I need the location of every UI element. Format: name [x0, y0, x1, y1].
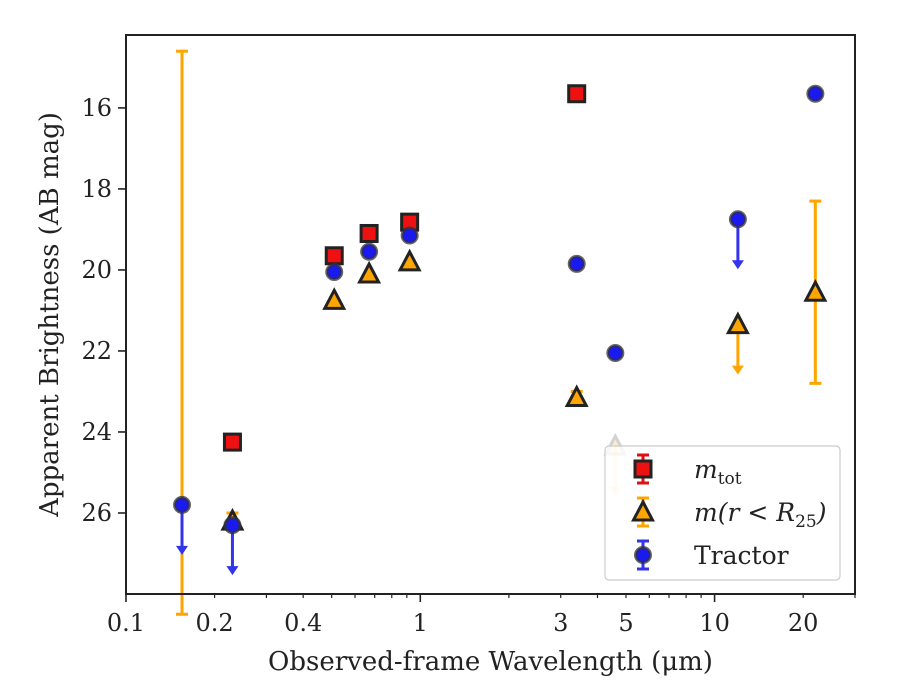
- x-tick-label: 0.2: [196, 609, 234, 637]
- upper-limit-arrowhead: [731, 260, 744, 270]
- data-point: [567, 84, 587, 104]
- x-axis-ticks: 0.1 0.2 0.4 1 3 5 10 20: [107, 594, 856, 637]
- legend-marker: [631, 498, 655, 522]
- data-point: [173, 495, 192, 514]
- data-point: [397, 248, 422, 272]
- legend-item: Tractor: [634, 539, 789, 571]
- legend-label-subscript: tot: [718, 469, 742, 489]
- legend-label-base: m(r < R: [694, 498, 795, 527]
- legend-box: [604, 445, 841, 581]
- series-square: [222, 84, 587, 452]
- data-point: [357, 260, 382, 284]
- data-point: [803, 279, 828, 302]
- y-tick-label: 24: [81, 418, 112, 446]
- y-tick-label: 18: [81, 175, 112, 203]
- upper-limit-arrowhead: [226, 566, 239, 576]
- data-point: [223, 516, 242, 535]
- x-tick-label: 20: [788, 609, 819, 637]
- y-axis-title: Apparent Brightness (AB mag): [35, 112, 65, 518]
- data-point: [324, 246, 344, 266]
- x-axis-title: Observed-frame Wavelength (μm): [268, 647, 713, 677]
- legend-label: m(r < R25): [694, 498, 826, 532]
- y-tick-label: 22: [81, 337, 112, 365]
- legend-item: m(r < R25): [631, 496, 826, 532]
- y-axis-ticks: 16 18 20 22 24 26: [81, 94, 126, 527]
- legend-label: Tractor: [694, 541, 789, 570]
- data-point: [322, 287, 347, 310]
- data-point: [222, 432, 242, 452]
- x-tick-label: 10: [699, 609, 730, 637]
- x-tick-label: 0.1: [107, 609, 145, 637]
- upper-limit-arrowhead: [731, 365, 744, 375]
- y-tick-label: 26: [81, 499, 112, 527]
- legend-label-subscript: 25: [795, 512, 817, 532]
- legend-label: mtot: [694, 455, 742, 489]
- legend: mtot m(r < R25) Tractor: [604, 445, 841, 581]
- y-tick-label: 16: [81, 94, 112, 122]
- data-point: [359, 223, 379, 243]
- data-point: [325, 262, 344, 281]
- upper-limit-arrowhead: [176, 545, 189, 555]
- data-point: [360, 242, 379, 261]
- data-point: [564, 384, 589, 408]
- data-point: [806, 84, 825, 103]
- data-point: [400, 226, 419, 245]
- x-tick-label: 0.4: [284, 609, 322, 637]
- data-point: [728, 210, 747, 229]
- x-tick-label: 3: [553, 609, 568, 637]
- y-tick-label: 20: [81, 256, 112, 284]
- series-circle: [173, 84, 825, 576]
- legend-marker: [634, 546, 652, 564]
- legend-label-base: Tractor: [694, 541, 789, 570]
- plot-frame: [125, 34, 856, 595]
- data-point: [567, 254, 586, 273]
- x-tick-label: 1: [413, 609, 428, 637]
- legend-label-base: m: [694, 455, 718, 484]
- legend-marker: [633, 459, 653, 479]
- data-point: [725, 311, 750, 335]
- legend-item: mtot: [633, 453, 742, 489]
- plot-marks: [173, 49, 828, 616]
- data-point: [606, 343, 625, 362]
- x-tick-label: 5: [618, 609, 633, 637]
- legend-label-tail: ): [816, 498, 827, 527]
